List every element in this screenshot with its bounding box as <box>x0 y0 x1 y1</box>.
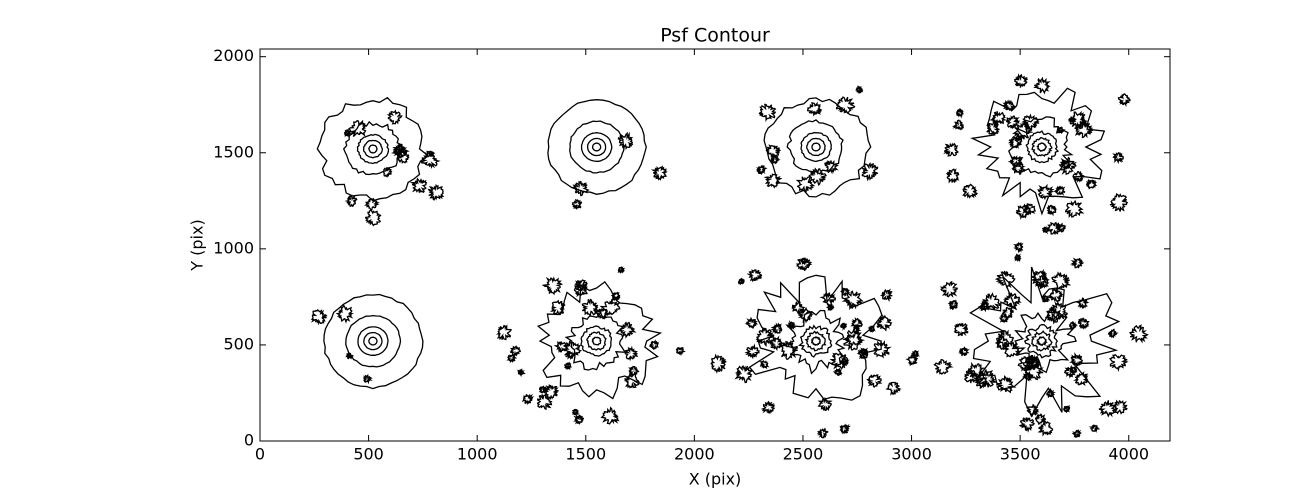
contour <box>310 293 424 390</box>
contour <box>755 85 879 198</box>
x-tick-label: 0 <box>255 445 265 464</box>
x-tick-label: 1000 <box>457 445 498 464</box>
y-tick-label: 1000 <box>213 238 254 257</box>
x-tick-label: 4000 <box>1108 445 1149 464</box>
y-tick-label: 500 <box>223 334 254 353</box>
contour <box>495 266 686 425</box>
x-tick-label: 500 <box>353 445 384 464</box>
x-tick-label: 2500 <box>783 445 824 464</box>
x-tick-label: 2000 <box>674 445 715 464</box>
y-tick-label: 0 <box>244 431 254 450</box>
y-tick-label: 1500 <box>213 142 254 161</box>
x-tick-label: 3000 <box>891 445 932 464</box>
y-tick-label: 2000 <box>213 46 254 65</box>
contour <box>933 241 1149 438</box>
contour <box>547 99 668 210</box>
contour <box>316 96 445 227</box>
contour <box>710 257 921 439</box>
contour <box>943 73 1131 235</box>
chart-title: Psf Contour <box>660 25 770 47</box>
x-tick-label: 1500 <box>565 445 606 464</box>
x-axis-label: X (pix) <box>689 470 742 489</box>
y-axis-label: Y (pix) <box>188 219 207 271</box>
plot-frame <box>259 48 1171 442</box>
x-tick-label: 3500 <box>1000 445 1041 464</box>
